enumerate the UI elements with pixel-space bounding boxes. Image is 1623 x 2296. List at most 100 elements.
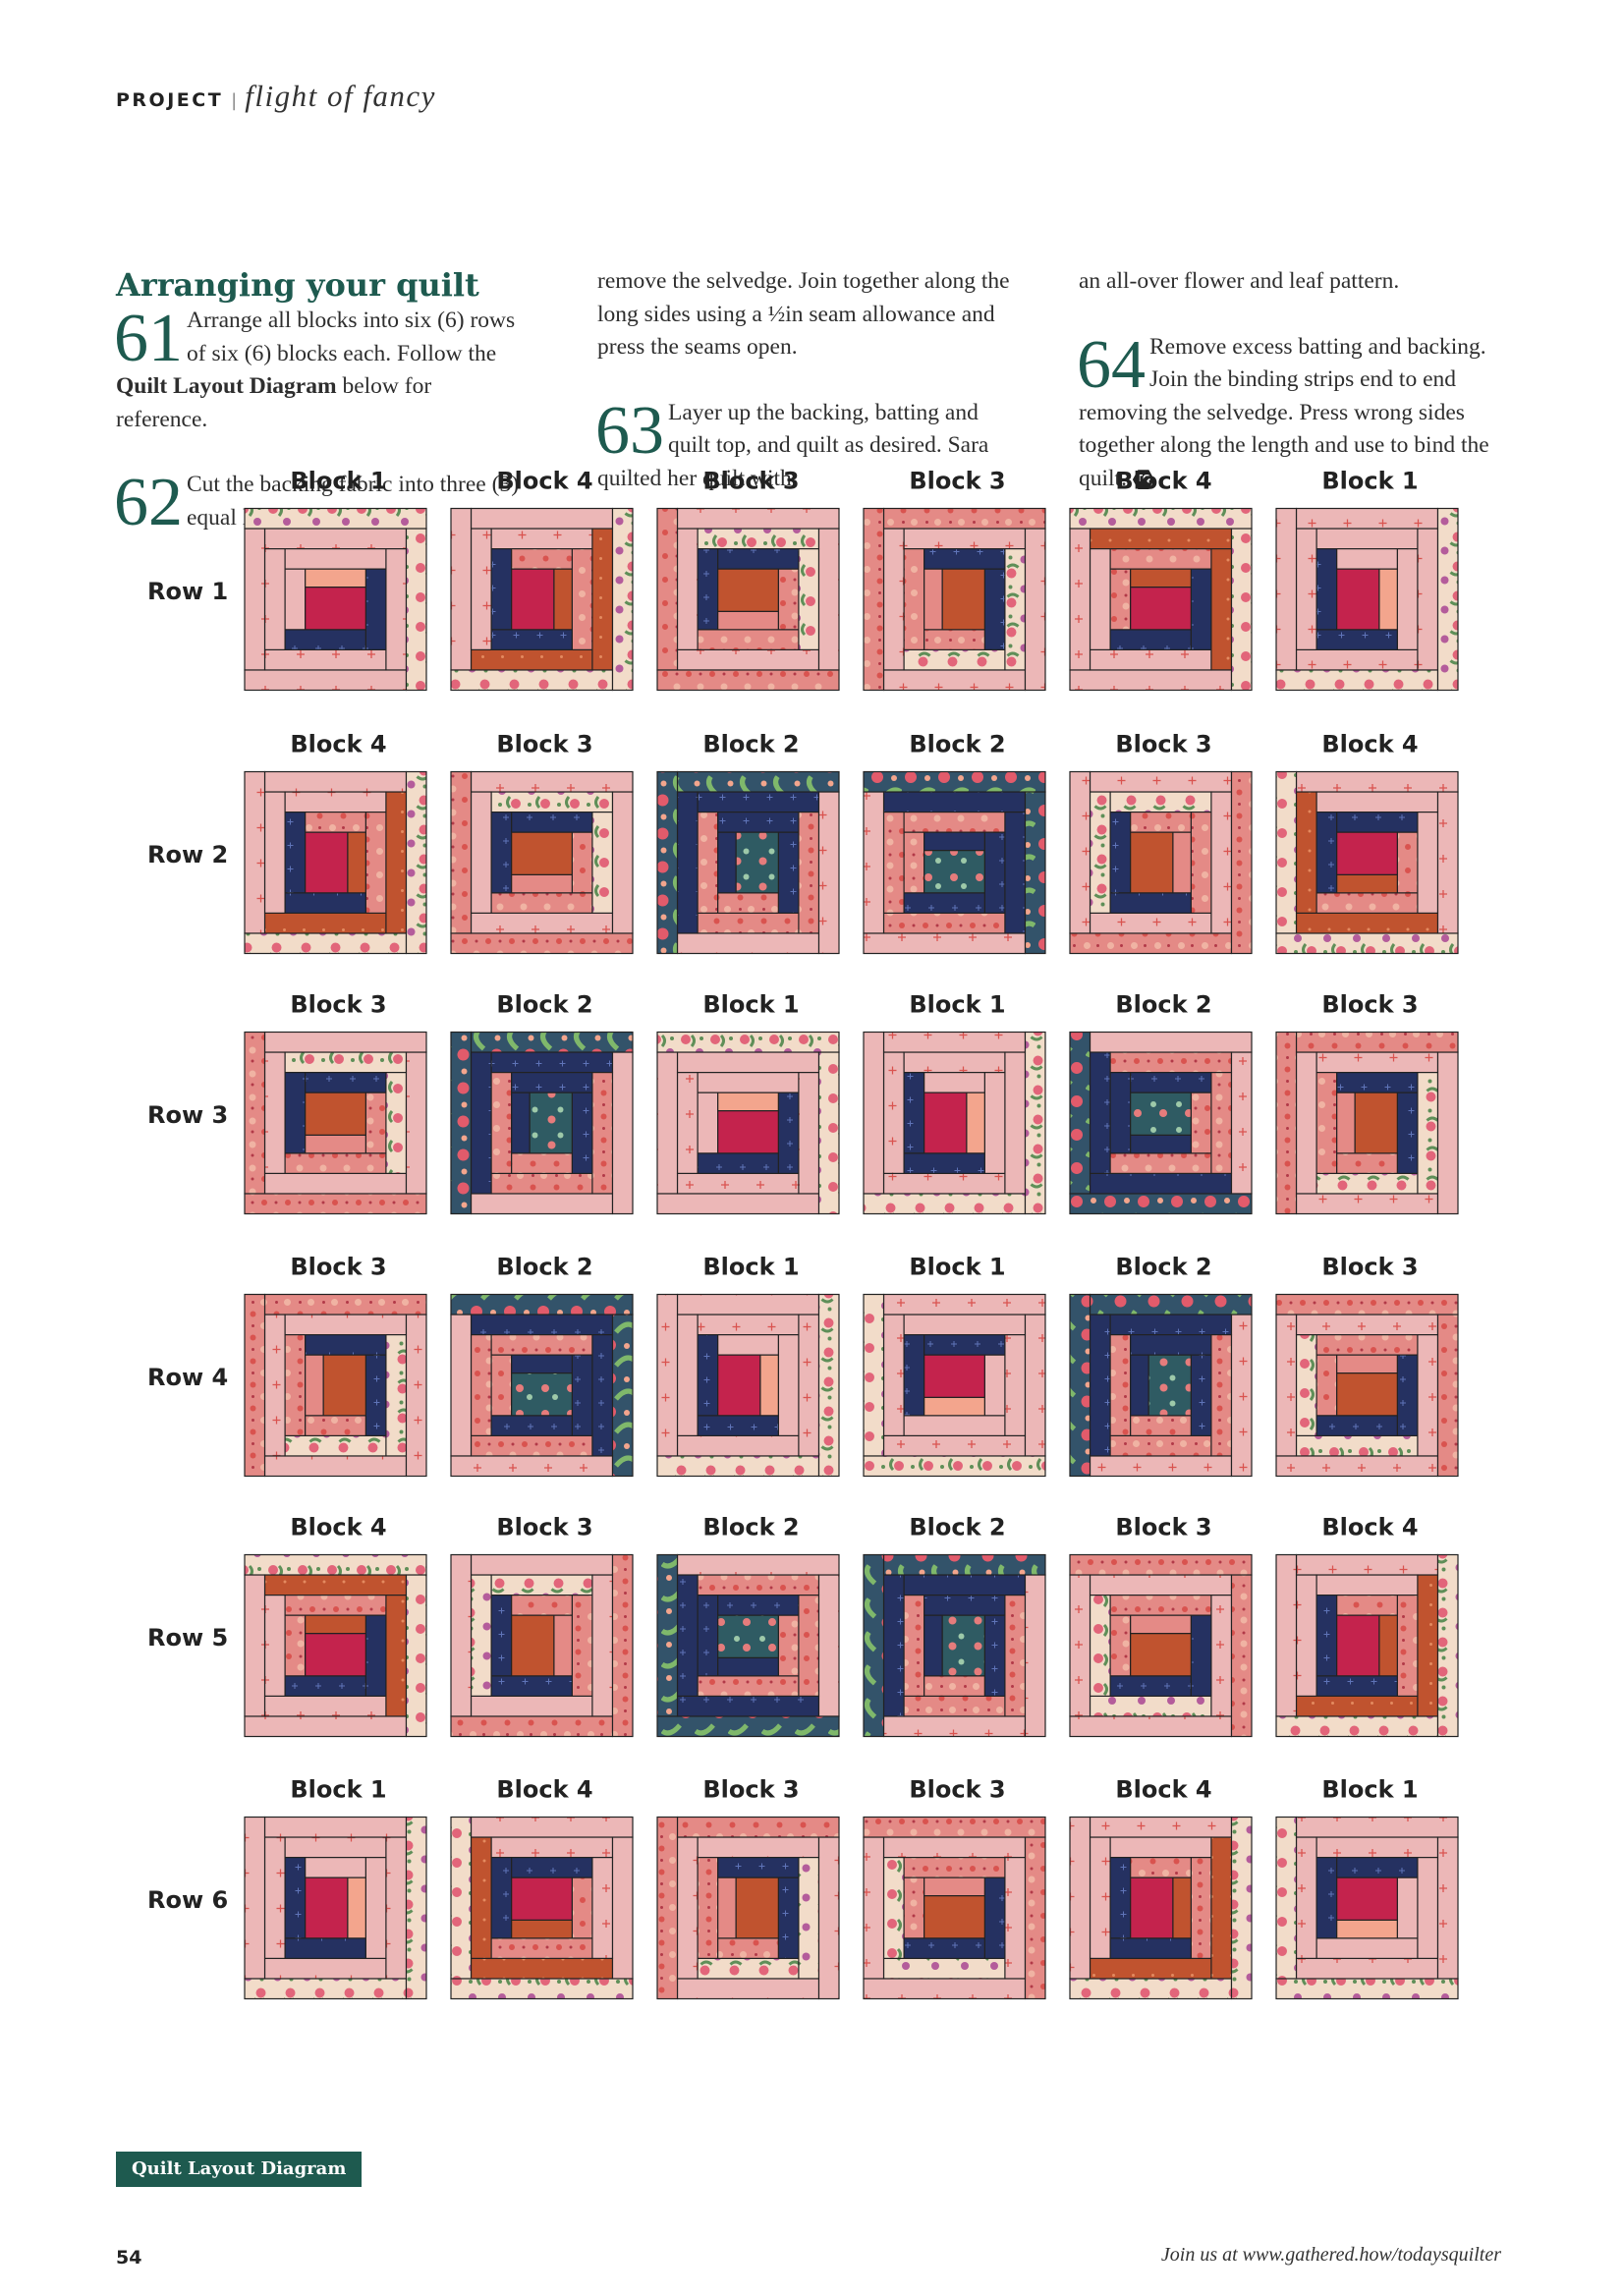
quilt-block (1275, 1031, 1459, 1215)
step-62-continued: remove the selvedge. Join together along… (597, 268, 1010, 360)
quilt-block (656, 1553, 840, 1738)
block-label: Block 3 (702, 468, 799, 495)
quilt-block (244, 770, 427, 955)
block-label: Block 3 (496, 1514, 592, 1541)
block-label: Block 4 (1115, 468, 1211, 495)
section-heading: Arranging your quilt (116, 266, 479, 304)
block-label: Block 4 (1321, 1514, 1418, 1541)
layout-diagram-reference: Quilt Layout Diagram (116, 373, 337, 399)
block-label: Block 3 (290, 991, 386, 1019)
block-label: Block 4 (1321, 731, 1418, 758)
block-label: Block 4 (496, 468, 592, 495)
quilt-block (656, 507, 840, 692)
block-label: Block 1 (909, 1254, 1005, 1281)
end-of-project-icon: TQ (1132, 470, 1154, 490)
quilt-block (450, 1293, 634, 1478)
block-label: Block 4 (1115, 1776, 1211, 1804)
step-61-text-a: Arrange all blocks into six (6) rows of … (187, 308, 516, 366)
block-label: Block 1 (1321, 468, 1418, 495)
step-63-continued: an all-over flower and leaf pattern. (1079, 268, 1400, 294)
quilt-block (863, 1816, 1046, 2000)
quilt-block (244, 1553, 427, 1738)
quilt-block (863, 1553, 1046, 1738)
quilt-block (1275, 770, 1459, 955)
row-label: Row 6 (147, 1886, 228, 1914)
block-label: Block 4 (290, 731, 386, 758)
block-label: Block 1 (1321, 1776, 1418, 1804)
block-label: Block 3 (909, 468, 1005, 495)
step-number-61: 61 (114, 301, 183, 376)
page-number: 54 (116, 2247, 142, 2268)
quilt-block (244, 1293, 427, 1478)
block-label: Block 3 (702, 1776, 799, 1804)
block-label: Block 2 (702, 1514, 799, 1541)
row-label: Row 1 (147, 578, 228, 605)
block-label: Block 1 (290, 468, 386, 495)
block-label: Block 3 (1321, 1254, 1418, 1281)
block-label: Block 4 (290, 1514, 386, 1541)
block-label: Block 3 (290, 1254, 386, 1281)
step-61: 61 Arrange all blocks into six (6) rows o… (114, 301, 529, 436)
row-label: Row 5 (147, 1624, 228, 1652)
text-column-1: Arranging your quilt 61 Arrange all block… (114, 265, 529, 567)
block-label: Block 2 (909, 1514, 1005, 1541)
block-label: Block 1 (702, 1254, 799, 1281)
header-separator: | (231, 90, 238, 111)
footer-url: Join us at www.gathered.how/todaysquilte… (1160, 2244, 1501, 2266)
quilt-block (1275, 1553, 1459, 1738)
step-64-text: Remove excess batting and backing. Join … (1079, 333, 1489, 491)
block-label: Block 2 (1115, 991, 1211, 1019)
quilt-block (450, 1031, 634, 1215)
step-63: 63 Layer up the backing, batting and quil… (595, 392, 1010, 496)
step-64: 64 Remove excess batting and backing. Joi… (1077, 326, 1491, 496)
quilt-block (656, 1816, 840, 2000)
block-label: Block 2 (496, 991, 592, 1019)
block-label: Block 2 (1115, 1254, 1211, 1281)
text-column-3: an all-over flower and leaf pattern. 64 R… (1077, 265, 1491, 528)
block-label: Block 3 (1321, 991, 1418, 1019)
row-label: Row 4 (147, 1364, 228, 1391)
quilt-block (1275, 507, 1459, 692)
quilt-block (1275, 1293, 1459, 1478)
block-label: Block 3 (909, 1776, 1005, 1804)
quilt-block (1069, 1293, 1253, 1478)
page-header: PROJECT | flight of fancy (116, 79, 436, 114)
quilt-block (863, 770, 1046, 955)
block-label: Block 2 (909, 731, 1005, 758)
quilt-block (656, 1031, 840, 1215)
block-label: Block 3 (1115, 1514, 1211, 1541)
quilt-block (450, 1553, 634, 1738)
block-label: Block 1 (909, 991, 1005, 1019)
step-number-64: 64 (1077, 326, 1146, 403)
step-61-text-b: below for reference. (116, 373, 432, 432)
quilt-block (1069, 507, 1253, 692)
quilt-block (1069, 1553, 1253, 1738)
quilt-block (1069, 770, 1253, 955)
quilt-block (656, 1293, 840, 1478)
quilt-block (244, 507, 427, 692)
row-label: Row 3 (147, 1101, 228, 1129)
quilt-block (1069, 1031, 1253, 1215)
quilt-block (656, 770, 840, 955)
block-label: Block 4 (496, 1776, 592, 1804)
header-title: flight of fancy (245, 79, 436, 113)
quilt-block (1069, 1816, 1253, 2000)
quilt-block (863, 1293, 1046, 1478)
quilt-block (450, 770, 634, 955)
quilt-block (244, 1031, 427, 1215)
block-label: Block 2 (702, 731, 799, 758)
step-number-63: 63 (595, 392, 664, 469)
quilt-block (450, 1816, 634, 2000)
block-label: Block 1 (290, 1776, 386, 1804)
block-label: Block 3 (1115, 731, 1211, 758)
quilt-block (863, 1031, 1046, 1215)
block-label: Block 1 (702, 991, 799, 1019)
quilt-block (244, 1816, 427, 2000)
block-label: Block 3 (496, 731, 592, 758)
text-column-2: remove the selvedge. Join together along… (595, 265, 1010, 528)
step-63-text: Layer up the backing, batting and quilt … (597, 399, 989, 491)
quilt-block (863, 507, 1046, 692)
diagram-caption: Quilt Layout Diagram (116, 2152, 363, 2187)
header-kicker: PROJECT (116, 89, 224, 111)
